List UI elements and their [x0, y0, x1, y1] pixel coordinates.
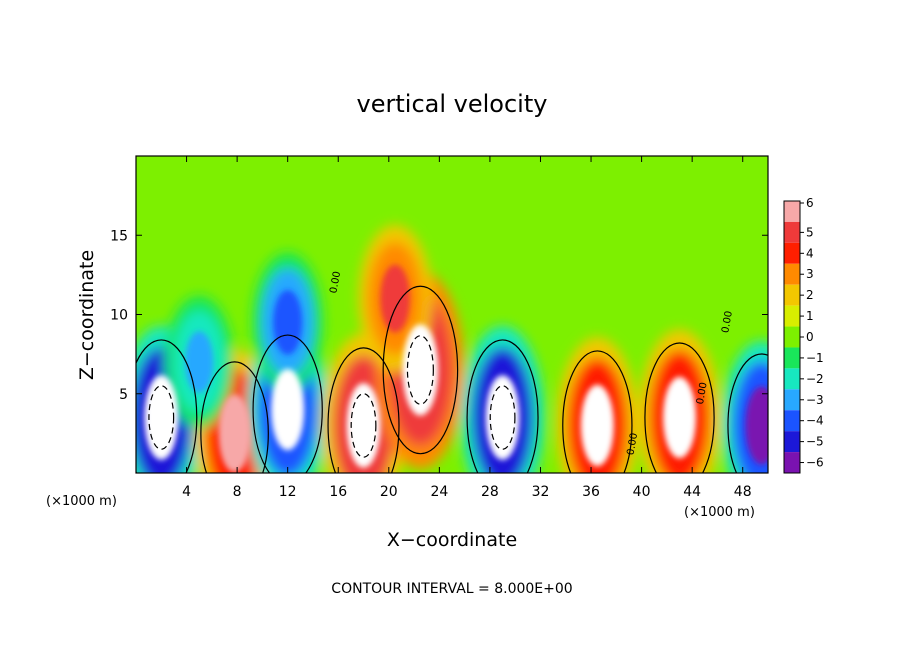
x-tick-label: 48: [734, 484, 752, 500]
velocity-feature-core: [185, 331, 214, 393]
x-tick-label: 40: [633, 484, 651, 500]
colorbar-swatch: [784, 410, 800, 432]
velocity-feature-core: [218, 394, 251, 473]
colorbar-tick-label: 5: [806, 225, 814, 239]
x-tick-label: 8: [233, 484, 242, 500]
zero-contour: [562, 350, 633, 473]
y-tick-label: 15: [110, 228, 128, 244]
x-tick-label: 32: [532, 484, 550, 500]
velocity-feature-core: [745, 386, 768, 465]
velocity-feature-core: [580, 384, 614, 467]
zero-contour: [382, 285, 459, 455]
x-unit-label: (×1000 m): [46, 494, 117, 509]
colorbar-tick-label: 1: [806, 309, 814, 323]
x-tick-label: 12: [279, 484, 297, 500]
interval-contour: [148, 385, 175, 450]
plot-area: 0.00 0.00 0.00 0.00: [136, 156, 768, 473]
zero-contour: [252, 334, 323, 473]
velocity-feature-core: [271, 368, 305, 451]
contour-label: 0.00: [328, 270, 343, 294]
velocity-feature-core: [662, 376, 697, 459]
colorbar: 6 5 4 3 2 1 0 −1 −2 −3 −4 −5 −6: [783, 196, 824, 474]
colorbar-tick-label: 2: [806, 288, 814, 302]
colorbar-swatch: [784, 326, 800, 348]
colorbar-swatch: [784, 242, 800, 264]
contour-label: 0.00: [625, 432, 640, 456]
colorbar-swatch: [784, 201, 800, 222]
x-tick-label: 20: [380, 484, 398, 500]
colorbar-tick-label: −2: [806, 372, 824, 386]
colorbar-swatch: [784, 389, 800, 411]
colorbar-tick-label: −1: [806, 351, 824, 365]
interval-contour: [489, 385, 516, 450]
colorbar-tick-label: −6: [806, 456, 824, 470]
colorbar-tick-label: −3: [806, 393, 824, 407]
zero-contour: [466, 339, 539, 473]
x-axis-label: X−coordinate: [387, 529, 517, 551]
zero-contour: [327, 347, 400, 473]
interval-contour: [350, 393, 377, 458]
colorbar-swatch: [784, 431, 800, 453]
interval-contour: [406, 335, 434, 405]
x-tick-label: 24: [430, 484, 448, 500]
x-tick-label: 28: [481, 484, 499, 500]
colorbar-tick-label: 0: [806, 330, 814, 344]
contour-label: 0.00: [695, 381, 710, 405]
chart-title: vertical velocity: [357, 90, 548, 118]
zero-contour: [644, 342, 715, 473]
colorbar-swatch: [784, 452, 800, 473]
colorbar-tick-label: −5: [806, 435, 824, 449]
y-tick-label: 10: [110, 308, 128, 324]
colorbar-tick-label: 3: [806, 267, 814, 281]
colorbar-swatch: [784, 263, 800, 285]
zero-contour: [200, 361, 269, 473]
colorbar-tick-label: 6: [806, 196, 814, 210]
zero-contour: [727, 353, 768, 473]
y-tick-label: 5: [119, 387, 128, 403]
zero-contour: [136, 339, 198, 473]
colorbar-tick-label: 4: [806, 246, 814, 260]
colorbar-swatch: [784, 284, 800, 306]
colorbar-swatch: [784, 368, 800, 390]
velocity-feature-core: [346, 383, 381, 468]
x-tick-label: 44: [683, 484, 701, 500]
velocity-feature-core: [144, 375, 179, 460]
contour-label: 0.00: [720, 310, 735, 334]
colorbar-tick-label: −4: [806, 414, 824, 428]
y-axis-label: Z−coordinate: [76, 250, 98, 380]
velocity-feature-core: [273, 290, 303, 355]
x-tick-label: 16: [329, 484, 347, 500]
colorbar-swatch: [784, 221, 800, 243]
velocity-feature-core: [380, 264, 410, 333]
colorbar-swatch: [784, 305, 800, 327]
x-tick-label: 4: [182, 484, 191, 500]
contour-interval-note: CONTOUR INTERVAL = 8.000E+00: [331, 581, 572, 597]
velocity-feature-core: [402, 324, 439, 416]
x-tick-label: 36: [582, 484, 600, 500]
velocity-feature-core: [485, 375, 520, 460]
z-unit-label: (×1000 m): [684, 505, 755, 520]
colorbar-swatch: [784, 347, 800, 369]
